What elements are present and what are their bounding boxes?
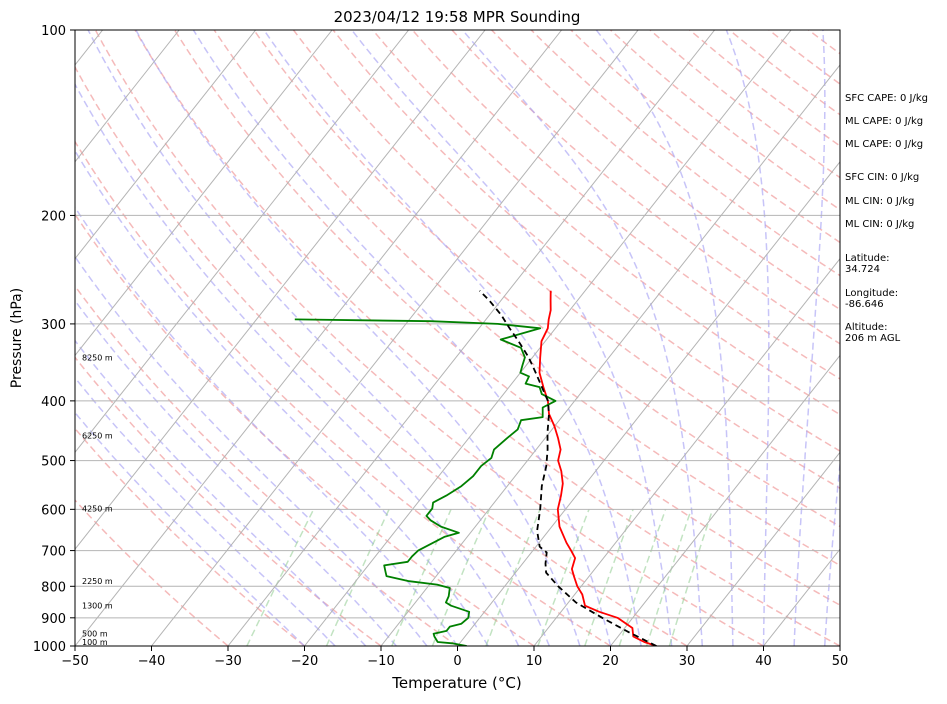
moist-adiabat-line: [136, 30, 580, 646]
isotherm-line: [75, 30, 562, 646]
mixing-ratio-line: [327, 509, 390, 646]
moist-adiabat-line: [13, 30, 488, 646]
dry-adiabat-line: [56, 30, 687, 646]
y-tick-label: 100: [41, 24, 66, 39]
dry-adiabat-line: [16, 30, 610, 646]
altitude-note: Altitude: 206 m AGL: [845, 322, 900, 344]
y-tick-label: 600: [41, 503, 66, 518]
sfc-cape-note: SFC CAPE: 0 J/kg: [845, 93, 928, 104]
height-label: 2250 m: [82, 577, 113, 586]
height-label: 500 m: [82, 630, 108, 639]
x-tick-label: 0: [453, 654, 461, 669]
dry-adiabat-line: [135, 30, 840, 646]
y-tick-label: 200: [41, 209, 66, 224]
latitude-note: Latitude: 34.724: [845, 253, 890, 275]
x-tick-label: −20: [291, 654, 318, 669]
ml-cin-note: ML CIN: 0 J/kg: [845, 196, 914, 207]
dry-adiabat-line: [0, 30, 458, 646]
y-tick-label: 400: [41, 395, 66, 410]
x-tick-label: −30: [214, 654, 241, 669]
isotherm-line: [0, 30, 485, 646]
height-label: 4250 m: [82, 504, 113, 513]
height-label: 1300 m: [82, 602, 113, 611]
height-label: 8250 m: [82, 353, 113, 362]
ml-cape-note-2: ML CAPE: 0 J/kg: [845, 139, 923, 150]
y-tick-label: 900: [41, 612, 66, 627]
ml-cin-note-2: ML CIN: 0 J/kg: [845, 219, 914, 230]
longitude-note: Longitude: -86.646: [845, 288, 898, 310]
sfc-cin-note: SFC CIN: 0 J/kg: [845, 172, 919, 183]
x-tick-label: 10: [526, 654, 543, 669]
y-tick-label: 800: [41, 580, 66, 595]
x-tick-label: 20: [602, 654, 619, 669]
x-tick-label: −40: [138, 654, 165, 669]
mixing-ratio-line: [486, 509, 540, 646]
ml-cape-note: ML CAPE: 0 J/kg: [845, 116, 923, 127]
x-tick-label: 40: [755, 654, 772, 669]
y-tick-label: 300: [41, 318, 66, 333]
chart-title: 2023/04/12 19:58 MPR Sounding: [334, 8, 581, 26]
moist-adiabat-line: [48, 30, 519, 646]
moist-adiabat-line: [0, 30, 458, 646]
moist-adiabat-line: [463, 30, 703, 646]
isotherm-line: [0, 30, 179, 646]
dry-adiabat-line: [175, 30, 917, 646]
height-label: 6250 m: [82, 431, 113, 440]
dry-adiabat-line: [0, 30, 228, 646]
dry-adiabat-line: [254, 30, 947, 646]
x-tick-label: 50: [832, 654, 849, 669]
mixing-ratio-line: [538, 509, 589, 646]
moist-adiabat-line: [794, 30, 825, 646]
x-axis-label: Temperature (°C): [391, 674, 521, 692]
y-tick-label: 500: [41, 455, 66, 470]
mixing-ratio-line: [669, 509, 712, 646]
x-tick-label: 30: [679, 654, 696, 669]
y-axis-label: Pressure (hPa): [9, 288, 25, 388]
moist-adiabat-line: [726, 30, 768, 646]
x-tick-label: −50: [61, 654, 88, 669]
isotherm-line: [381, 30, 868, 646]
y-tick-label: 700: [41, 545, 66, 560]
x-tick-label: −10: [367, 654, 394, 669]
moist-adiabat-line: [264, 30, 641, 646]
mixing-ratio-line: [247, 509, 314, 646]
isotherm-line: [0, 30, 256, 646]
y-tick-label: 1000: [33, 640, 66, 655]
